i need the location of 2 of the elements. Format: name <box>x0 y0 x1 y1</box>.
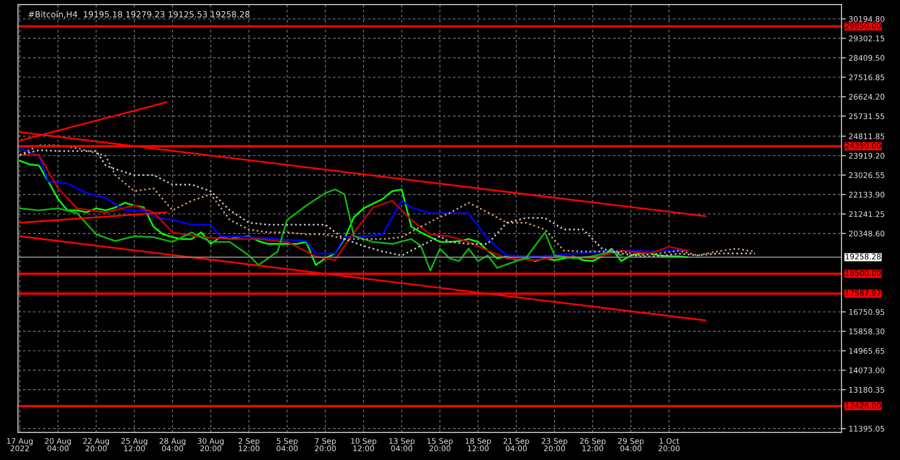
line-series <box>18 188 622 272</box>
text: #Bitcoin,H4 19195.18 19279.23 19125.53 19258.28 <box>28 11 250 18</box>
